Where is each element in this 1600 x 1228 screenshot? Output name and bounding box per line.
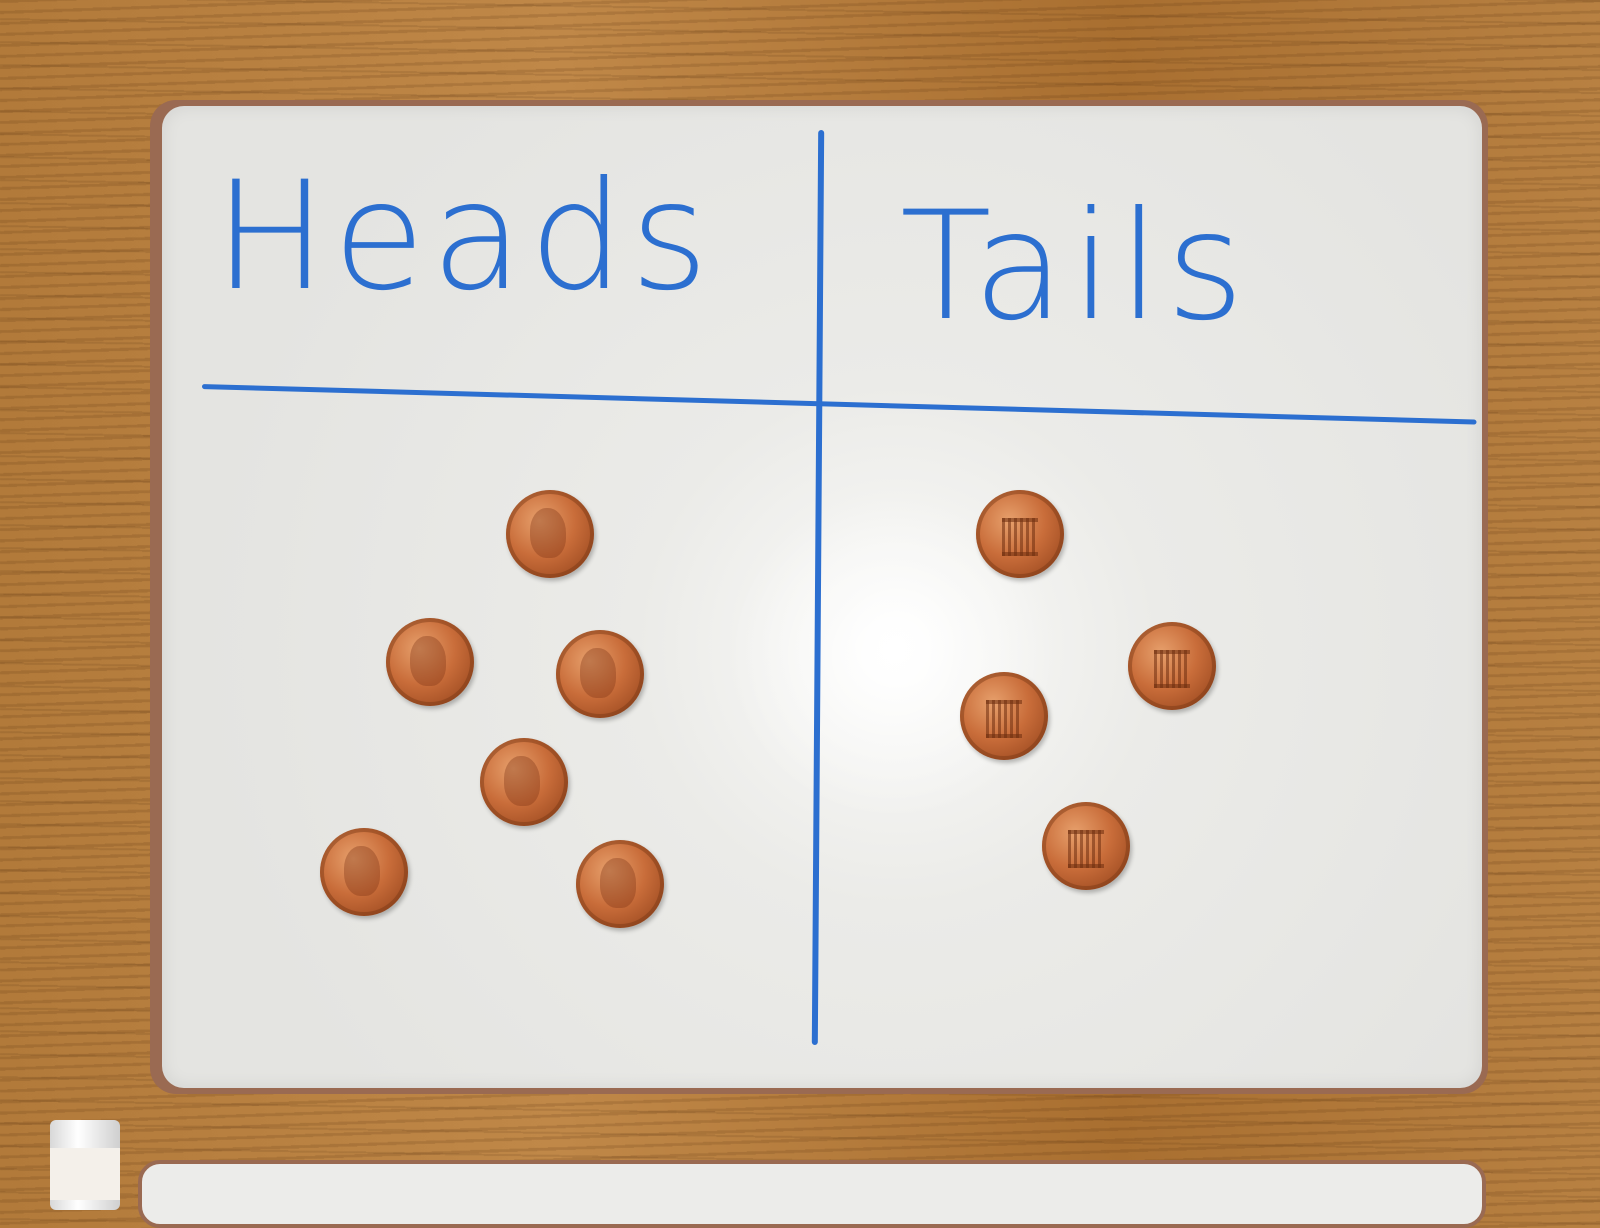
lincoln-memorial-icon: [986, 700, 1022, 738]
lincoln-portrait-icon: [530, 508, 566, 558]
penny-heads: [320, 828, 408, 916]
lincoln-portrait-icon: [580, 648, 616, 698]
lincoln-portrait-icon: [504, 756, 540, 806]
penny-tails: [960, 672, 1048, 760]
penny-tails: [1042, 802, 1130, 890]
penny-tails: [1128, 622, 1216, 710]
penny-heads: [556, 630, 644, 718]
lincoln-portrait-icon: [600, 858, 636, 908]
penny-tails: [976, 490, 1064, 578]
lincoln-memorial-icon: [1068, 830, 1104, 868]
second-whiteboard-edge: [138, 1160, 1486, 1228]
lincoln-portrait-icon: [344, 846, 380, 896]
penny-heads: [506, 490, 594, 578]
lincoln-portrait-icon: [410, 636, 446, 686]
lincoln-memorial-icon: [1154, 650, 1190, 688]
penny-heads: [576, 840, 664, 928]
lincoln-memorial-icon: [1002, 518, 1038, 556]
penny-heads: [386, 618, 474, 706]
penny-heads: [480, 738, 568, 826]
tails-heading: Tails: [900, 180, 1251, 354]
marker-label: [50, 1148, 120, 1200]
heads-heading: Heads: [214, 150, 715, 324]
